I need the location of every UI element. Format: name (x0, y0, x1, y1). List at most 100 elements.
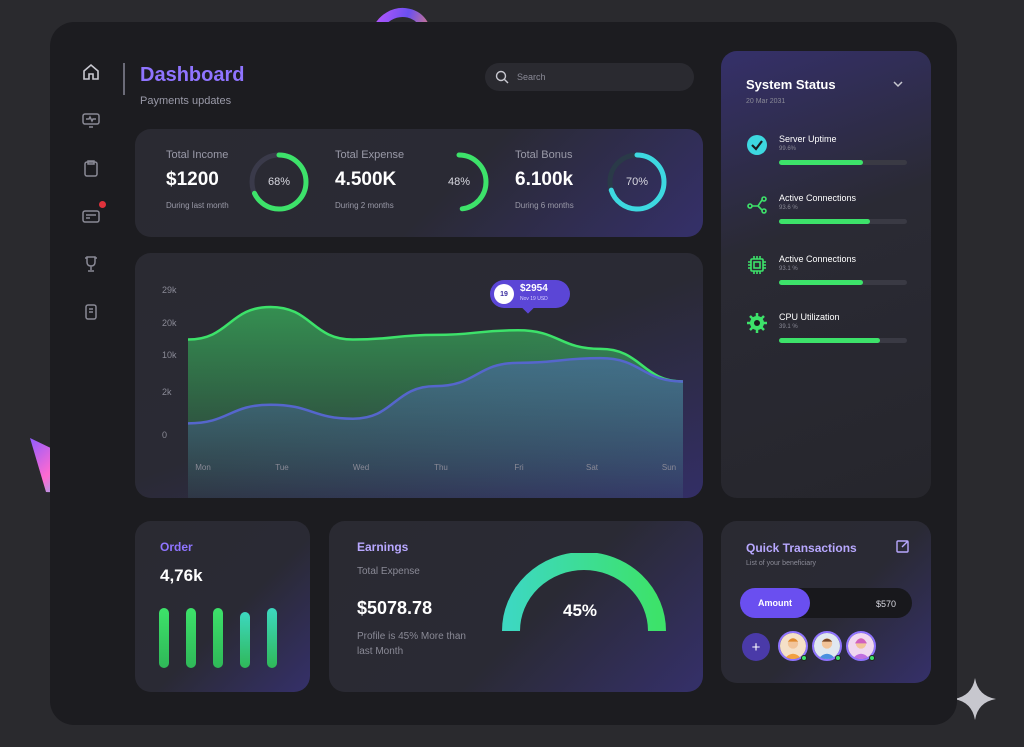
stat-ring-label: 48% (447, 176, 471, 188)
card-icon[interactable] (80, 201, 106, 227)
page-title: Dashboard (140, 64, 245, 86)
order-value: 4,76k (160, 566, 203, 585)
search-input[interactable] (517, 72, 677, 82)
weekly-chart-card: 29k 20k 10k 2k 0 Mon Tue Wed Thu Fri Sat… (135, 253, 703, 498)
chart-tooltip: 19 $2954 Nov 19 USD (490, 280, 570, 314)
status-item-active-connections-2: Active Connections 93.1 % (746, 254, 916, 294)
stat-ring-expense: 48% (427, 150, 491, 214)
stat-total-income: Total Income $1200 During last month (166, 149, 229, 210)
stat-ring-bonus: 70% (605, 150, 669, 214)
status-value: 93.6 % (779, 205, 798, 211)
y-tick: 29k (162, 285, 177, 295)
x-tick: Mon (195, 463, 211, 472)
earnings-gauge (502, 553, 666, 632)
trophy-icon[interactable] (80, 253, 102, 275)
monitor-icon[interactable] (80, 109, 102, 131)
series-area (188, 358, 683, 498)
search-icon (495, 70, 509, 84)
check-circle-icon (747, 135, 767, 155)
status-progress (779, 280, 907, 285)
status-value: 93.1 % (779, 266, 798, 272)
edit-icon[interactable] (896, 539, 910, 553)
status-progress-fill (779, 160, 864, 165)
stat-total-expense: Total Expense 4.500K During 2 months (335, 149, 404, 210)
earnings-title: Earnings (357, 540, 409, 554)
status-progress (779, 338, 907, 343)
y-tick: 20k (162, 318, 177, 328)
status-progress-fill (779, 219, 870, 224)
status-progress-fill (779, 280, 864, 285)
home-icon[interactable] (80, 61, 102, 83)
earnings-note-2: last Month (357, 646, 404, 657)
online-indicator (869, 655, 875, 661)
status-value: 99.6% (779, 146, 797, 152)
earnings-label: Total Expense (357, 566, 420, 577)
status-name: Active Connections (779, 254, 857, 264)
order-bar (267, 608, 277, 668)
quick-subtitle: List of your beneficiary (746, 560, 817, 567)
y-tick: 2k (162, 387, 172, 397)
notification-badge (99, 201, 106, 208)
stat-sub: During 2 months (335, 201, 394, 210)
add-beneficiary-button[interactable]: + (742, 633, 770, 661)
order-bar (213, 608, 223, 668)
status-item-active-connections: Active Connections 93.6 % (746, 193, 916, 233)
status-item-cpu-utilization: CPU Utilization 39.1 % (746, 312, 916, 352)
status-progress (779, 160, 907, 165)
status-name: CPU Utilization (779, 312, 840, 322)
x-tick: Thu (434, 463, 448, 472)
stat-ring-label: 68% (267, 176, 291, 188)
online-indicator (835, 655, 841, 661)
page-subtitle: Payments updates (140, 95, 232, 107)
tooltip-badge: 19 (494, 284, 514, 304)
stat-value: 4.500K (335, 169, 397, 190)
status-value: 39.1 % (779, 324, 798, 330)
stat-sub: During last month (166, 201, 229, 210)
search-bar[interactable] (485, 63, 694, 91)
status-progress-fill (779, 338, 881, 343)
order-bar (186, 608, 196, 668)
online-indicator (801, 655, 807, 661)
avatar[interactable] (778, 631, 808, 661)
amount-button[interactable]: Amount (740, 588, 810, 618)
status-date: 20 Mar 2031 (746, 98, 786, 105)
order-bar (240, 611, 250, 668)
order-title: Order (160, 540, 193, 554)
network-icon (747, 196, 767, 214)
status-title: System Status (746, 77, 836, 92)
series-line (187, 305, 684, 383)
order-card: Order 4,76k (135, 521, 310, 692)
area-chart (187, 305, 684, 498)
x-tick: Tue (275, 463, 289, 472)
y-tick: 10k (162, 350, 177, 360)
header-divider (123, 63, 125, 95)
x-tick: Fri (514, 463, 524, 472)
quick-transactions-card: Quick Transactions List of your benefici… (721, 521, 931, 683)
amount-value: $570 (876, 599, 897, 609)
status-name: Server Uptime (779, 134, 837, 144)
stat-label: Total Bonus (515, 149, 573, 161)
stat-label: Total Income (166, 149, 229, 161)
sparkle-icon (954, 678, 996, 720)
status-item-server-uptime: Server Uptime 99.6% (746, 134, 916, 174)
stat-value: $1200 (166, 169, 219, 190)
stat-label: Total Expense (335, 149, 405, 161)
document-icon[interactable] (80, 301, 102, 323)
chevron-down-icon[interactable] (891, 77, 905, 91)
avatar[interactable] (812, 631, 842, 661)
x-tick: Sun (661, 463, 677, 472)
status-progress (779, 219, 907, 224)
quick-title: Quick Transactions (746, 541, 857, 555)
order-bar (159, 608, 169, 668)
clipboard-icon[interactable] (80, 157, 102, 179)
y-tick: 0 (162, 430, 168, 440)
system-status-card: System Status 20 Mar 2031 Server Uptime … (721, 51, 931, 498)
earnings-card: Earnings Total Expense $5078.78 Profile … (329, 521, 703, 692)
series-line (187, 356, 684, 425)
avatar[interactable] (846, 631, 876, 661)
stat-ring-income: 68% (247, 150, 311, 214)
earnings-note: Profile is 45% More than (357, 631, 466, 642)
x-tick: Sat (585, 463, 598, 472)
stat-total-bonus: Total Bonus 6.100k During 6 months (515, 149, 574, 210)
chip-icon (748, 256, 766, 274)
